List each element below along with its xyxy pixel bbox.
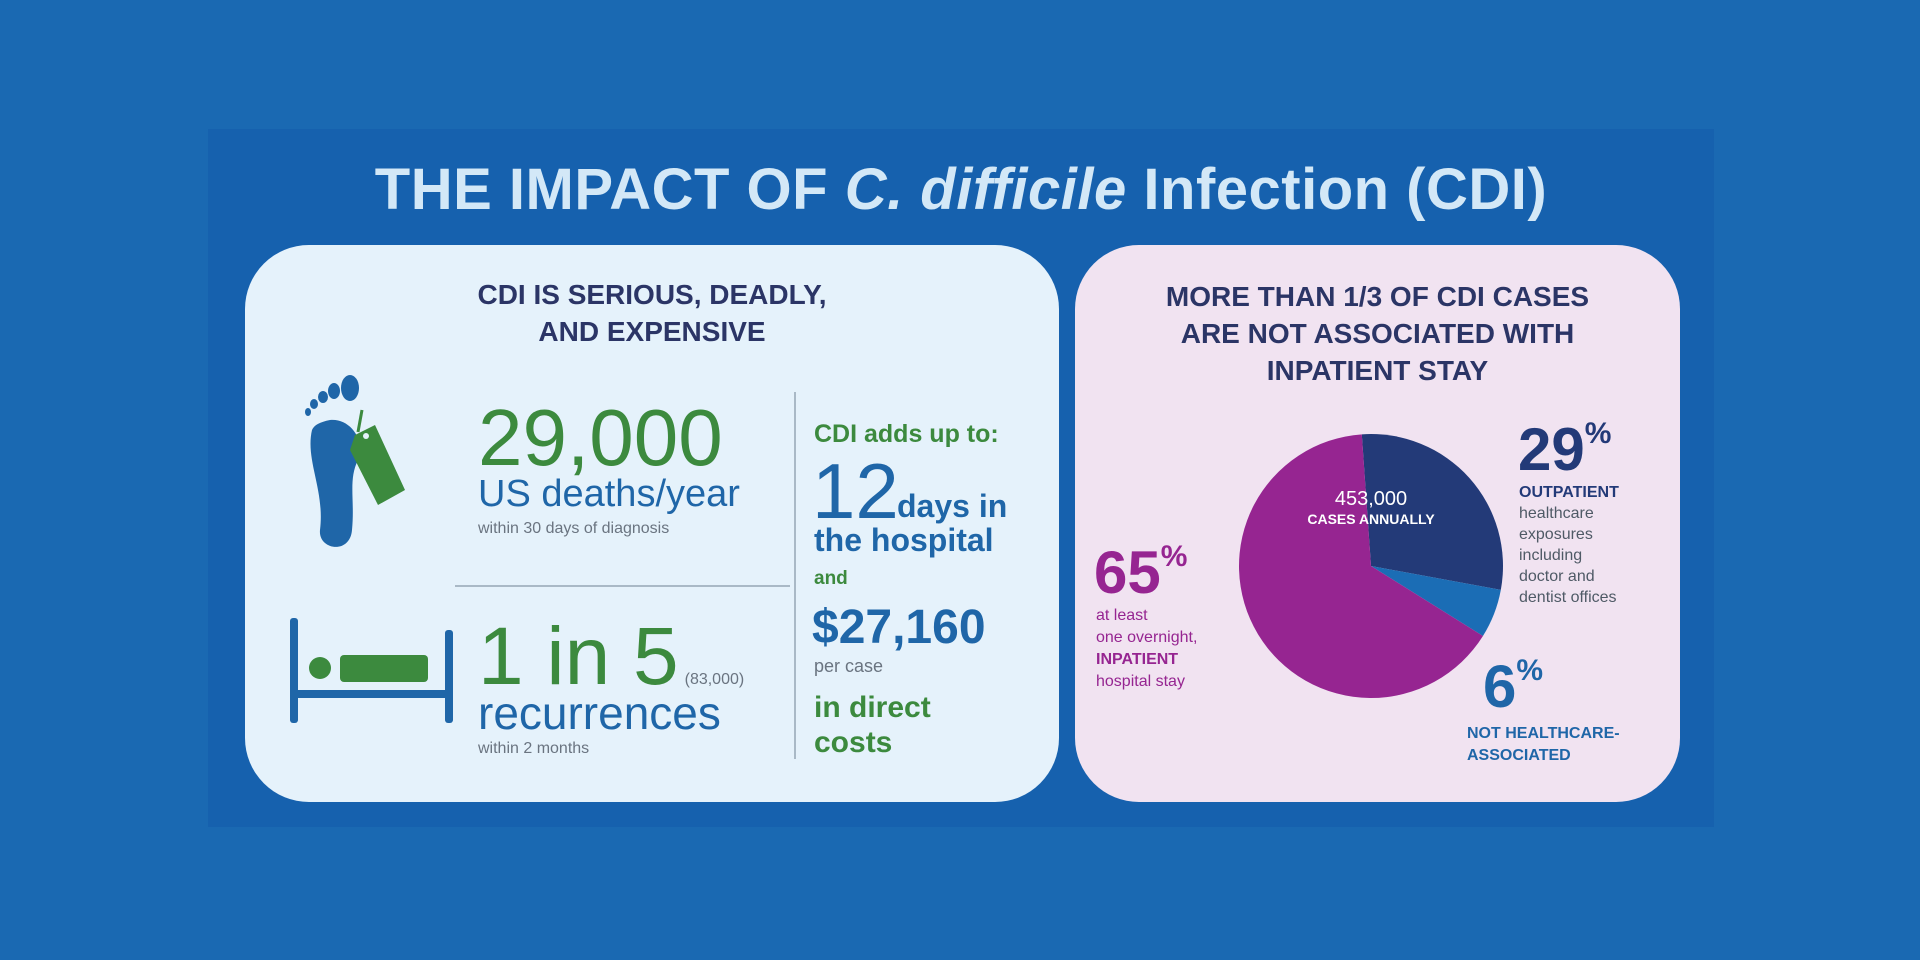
deaths-label: US deaths/year	[478, 473, 740, 515]
outpatient-desc: OUTPATIENT healthcare exposures includin…	[1519, 484, 1619, 606]
pie-slice-outpatient	[1361, 434, 1503, 590]
divider-horizontal	[455, 585, 790, 587]
inpatient-heading: MORE THAN 1/3 OF CDI CASES ARE NOT ASSOCI…	[1165, 281, 1590, 386]
pie-total: 453,000 CASES ANNUALLY	[1271, 488, 1471, 527]
recurrence-note: within 2 months	[478, 740, 590, 757]
total-value: 453,000	[1334, 488, 1408, 510]
hospital-days-value: 12	[812, 447, 899, 535]
inpatient-pct: 65%	[1094, 539, 1188, 606]
serious-heading: CDI IS SERIOUS, DEADLY, AND EXPENSIVE	[477, 279, 827, 347]
cases-pie-chart	[1239, 434, 1503, 698]
hospital-days-label1: days in	[897, 488, 1008, 524]
deaths-note: within 30 days of diagnosis	[478, 520, 670, 537]
serious-card	[245, 245, 1059, 802]
foot-with-toe-tag-icon	[305, 375, 405, 547]
divider-vertical	[794, 392, 796, 759]
recurrence-count: (83,000)	[684, 671, 745, 688]
not-healthcare-desc: NOT HEALTHCARE- ASSOCIATED	[1467, 725, 1620, 764]
deaths-value: 29,000	[478, 393, 723, 482]
hospital-bed-icon	[290, 618, 453, 723]
cost-per-case: per case	[814, 656, 884, 676]
not-healthcare-pct: 6%	[1483, 653, 1544, 720]
pie-slice-inpatient	[1239, 434, 1483, 698]
pie-slice-not-healthcare-associated	[1371, 566, 1501, 636]
total-label: CASES ANNUALLY	[1307, 511, 1435, 527]
outpatient-pct: 29%	[1518, 416, 1612, 483]
page-title: THE IMPACT OF C. difficile Infection (CD…	[374, 157, 1548, 222]
inpatient-desc: at least one overnight, INPATIENT hospit…	[1096, 607, 1198, 690]
cost-amount: $27,160	[812, 601, 986, 654]
direct-costs: in direct costs	[814, 691, 931, 759]
recurrence-label: recurrences	[478, 687, 721, 739]
costs-intro: CDI adds up to:	[814, 420, 999, 448]
recurrence-value: 1 in 5 (83,000)	[478, 611, 745, 702]
costs-and: and	[814, 568, 848, 589]
hospital-days-label2: the hospital	[814, 522, 994, 558]
